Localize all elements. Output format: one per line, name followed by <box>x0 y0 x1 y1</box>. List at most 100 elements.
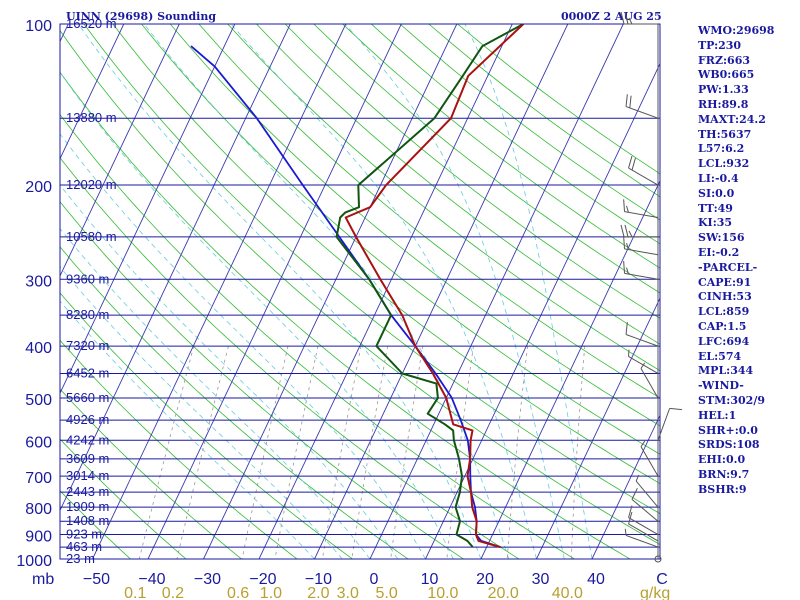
sounding-index-item: STM:302/9 <box>698 393 765 407</box>
sounding-index-item: RH:89.8 <box>698 97 749 111</box>
wind-barb-feather <box>623 236 626 249</box>
wind-barb <box>631 488 659 522</box>
isotherm-line <box>60 24 236 395</box>
sounding-index-item: -PARCEL- <box>698 260 758 274</box>
isotherm-line <box>369 24 624 559</box>
profile-lines <box>190 24 525 549</box>
height-label: 2443 m <box>66 484 109 499</box>
wind-barb <box>628 156 659 186</box>
mixing-ratio-line <box>506 346 528 559</box>
height-label: 10580 m <box>66 229 117 244</box>
wind-barb-feather <box>628 17 633 25</box>
wind-barb <box>640 440 659 477</box>
mixing-ratio-line <box>274 346 319 559</box>
wind-barb-feather <box>628 156 633 169</box>
wind-barb-feather <box>626 267 629 275</box>
wind-barb-feather <box>620 11 625 25</box>
sounding-index-item: WB0:665 <box>698 68 755 82</box>
isotherm-line <box>314 24 569 559</box>
wind-barb <box>657 407 682 441</box>
wind-barb <box>623 199 659 219</box>
wind-barb <box>628 349 659 374</box>
sounding-index-item: MPL:344 <box>698 364 754 378</box>
wind-barb <box>635 474 659 508</box>
wind-barb <box>625 94 659 119</box>
temperature-tick-label: 10 <box>421 571 439 588</box>
isotherm-line <box>60 24 125 160</box>
height-label: 4926 m <box>66 412 109 427</box>
wind-barb-feather <box>628 230 633 238</box>
dry-adiabat-line <box>60 71 631 559</box>
wind-barb-feather <box>623 260 626 274</box>
sounding-index-item: -WIND- <box>698 379 744 393</box>
sounding-index-item: WMO:29698 <box>698 24 775 37</box>
height-label: 3014 m <box>66 468 109 483</box>
sounding-index-item: SI:0.0 <box>698 186 735 200</box>
sounding-index-item: PW:1.33 <box>698 83 749 97</box>
dry-adiabat-line <box>60 29 660 545</box>
height-label: 1909 m <box>66 499 109 514</box>
mixing-ratio-line <box>322 346 362 559</box>
wind-barb-feather <box>624 11 629 25</box>
sounding-index-item: EL:574 <box>698 349 742 363</box>
mixing-ratio-label: 2.0 <box>307 585 329 600</box>
isotherm-line <box>480 179 660 559</box>
temperature-tick-label: 20 <box>476 571 494 588</box>
wind-barb-staff <box>625 106 659 119</box>
grid-lines <box>60 24 660 559</box>
sounding-index-item: EHI:0.0 <box>698 453 746 467</box>
isotherm-line <box>258 24 513 559</box>
wind-barb-feather <box>620 224 625 238</box>
wind-barb-feather <box>669 407 682 411</box>
sounding-index-item: SHR+:0.0 <box>698 423 758 437</box>
mixing-ratio-label: 5.0 <box>376 585 398 600</box>
sounding-index-item: CAPE:91 <box>698 275 752 289</box>
isotherm-line <box>147 24 402 559</box>
sounding-index-item: BSHR:9 <box>698 482 747 496</box>
wind-barb-staff <box>625 334 659 347</box>
isotherm-line <box>60 24 180 278</box>
height-label: 4242 m <box>66 432 109 447</box>
sounding-index-item: EI:-0.2 <box>698 245 740 259</box>
wind-barb-staff <box>624 211 659 219</box>
sounding-index-item: CAP:1.5 <box>698 319 747 333</box>
wind-barb-feather <box>625 94 628 107</box>
temperature-tick-label: 40 <box>587 571 605 588</box>
pressure-tick-label: 100 <box>25 18 52 35</box>
isotherm-line <box>203 24 458 559</box>
sounding-index-item: LCL:859 <box>698 305 750 319</box>
isotherm-line <box>591 414 660 559</box>
pressure-tick-label: 400 <box>25 340 52 357</box>
wind-barb-feather <box>624 528 627 536</box>
moist-adiabat-line <box>60 228 371 559</box>
height-label: 9360 m <box>66 271 109 286</box>
sounding-index-item: KI:35 <box>698 216 733 230</box>
sounding-index-item: CINH:53 <box>698 290 752 304</box>
height-label: 6452 m <box>66 365 109 380</box>
wind-barb-feather <box>625 322 628 335</box>
moist-adiabat-line <box>230 24 537 559</box>
dry-adiabat-line <box>112 24 660 485</box>
height-label: 23 m <box>66 551 95 566</box>
wind-barb <box>625 322 659 347</box>
wind-barb <box>628 505 659 535</box>
wind-barb-feather <box>629 95 632 109</box>
sounding-index-item: SRDS:108 <box>698 438 760 452</box>
mixing-ratio-label: 1.0 <box>260 585 282 600</box>
wind-barb-feather <box>640 362 646 369</box>
mixing-ratio-label: 0.2 <box>162 585 184 600</box>
isotherm-line <box>536 297 660 559</box>
wind-barb-staff <box>640 446 659 477</box>
wind-barb <box>623 260 659 280</box>
moist-adiabat-line <box>60 133 426 559</box>
height-label: 3609 m <box>66 451 109 466</box>
height-label: 5660 m <box>66 390 109 405</box>
mixing-ratio-line <box>351 346 389 559</box>
temperature-tick-label: 0 <box>370 571 379 588</box>
isotherm-line <box>92 24 347 559</box>
height-label: 923 m <box>66 527 102 542</box>
height-label: 7320 m <box>66 338 109 353</box>
wind-barb <box>620 224 658 238</box>
